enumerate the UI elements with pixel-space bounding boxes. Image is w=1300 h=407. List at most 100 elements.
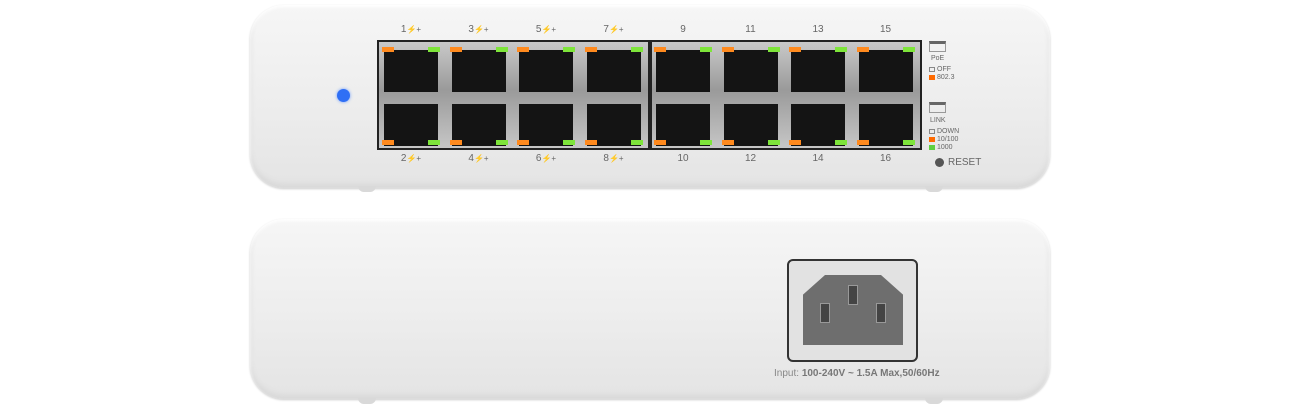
- ethernet-port[interactable]: [382, 47, 440, 92]
- ethernet-port[interactable]: [654, 104, 712, 146]
- port-led-left: [584, 47, 597, 52]
- ethernet-port[interactable]: [584, 47, 643, 92]
- legend-poe-off: OFF: [929, 66, 951, 73]
- ethernet-port[interactable]: [721, 104, 780, 146]
- port-label: 16: [866, 153, 906, 164]
- port-number: 1: [400, 24, 407, 35]
- port-led-right: [835, 47, 847, 52]
- foot: [358, 398, 376, 404]
- iec-c14-socket-icon: [803, 275, 903, 345]
- pin: [820, 303, 830, 323]
- port-led-right: [700, 47, 712, 52]
- port-label: 9: [663, 24, 703, 35]
- port-led-right: [495, 47, 508, 52]
- port-label: 7⚡+: [594, 24, 634, 35]
- port-label: 1⚡+: [391, 24, 431, 35]
- port-led-left: [517, 47, 529, 52]
- status-led: [337, 89, 350, 102]
- port-led-left: [856, 140, 869, 145]
- pin: [876, 303, 886, 323]
- poe-port-icon: [929, 41, 946, 52]
- ethernet-port[interactable]: [584, 104, 643, 146]
- port-number: 11: [745, 24, 756, 35]
- ethernet-port[interactable]: [721, 47, 780, 92]
- port-label: 14: [798, 153, 838, 164]
- port-label: 4⚡+: [459, 153, 499, 164]
- port-led-right: [700, 140, 712, 145]
- port-number: 10: [677, 153, 689, 164]
- ethernet-port[interactable]: [789, 47, 847, 92]
- reset-label: RESET: [948, 157, 982, 168]
- reset-button[interactable]: [935, 158, 944, 167]
- port-label: 8⚡+: [594, 153, 634, 164]
- port-number: 12: [744, 153, 757, 164]
- ethernet-port[interactable]: [856, 104, 915, 146]
- port-led-right: [835, 140, 847, 145]
- port-label: 13: [798, 24, 838, 35]
- port-number: 14: [812, 153, 824, 164]
- port-label: 6⚡+: [526, 153, 566, 164]
- legend-link-down: DOWN: [929, 128, 959, 135]
- poe-icon: ⚡+: [541, 154, 557, 163]
- port-number: 8: [603, 153, 609, 164]
- poe-icon: ⚡+: [608, 154, 624, 163]
- port-number: 15: [879, 24, 892, 35]
- port-led-right: [563, 140, 575, 145]
- port-led-right: [563, 47, 575, 52]
- ethernet-port[interactable]: [449, 47, 508, 92]
- port-number: 4: [468, 153, 474, 164]
- port-label: 11: [731, 24, 771, 35]
- port-label: 5⚡+: [526, 24, 566, 35]
- port-label: 3⚡+: [459, 24, 499, 35]
- port-number: 5: [535, 24, 542, 35]
- port-led-left: [654, 47, 666, 52]
- ethernet-port[interactable]: [449, 104, 508, 146]
- port-led-right: [428, 140, 440, 145]
- port-label: 2⚡+: [391, 153, 431, 164]
- port-led-left: [382, 140, 394, 145]
- pin: [848, 285, 858, 305]
- port-led-right: [902, 140, 915, 145]
- ethernet-port[interactable]: [517, 47, 575, 92]
- port-led-left: [721, 140, 734, 145]
- port-led-left: [584, 140, 597, 145]
- port-led-right: [630, 47, 643, 52]
- foot: [925, 186, 943, 192]
- port-number: 6: [535, 153, 542, 164]
- legend-poe-8023: 802.3: [929, 74, 955, 81]
- port-led-left: [382, 47, 394, 52]
- port-led-left: [856, 47, 869, 52]
- port-label: 10: [663, 153, 703, 164]
- poe-icon: ⚡+: [406, 25, 422, 34]
- ethernet-port[interactable]: [789, 104, 847, 146]
- port-led-left: [789, 47, 801, 52]
- poe-icon: ⚡+: [541, 25, 557, 34]
- foot: [358, 186, 376, 192]
- ethernet-port[interactable]: [654, 47, 712, 92]
- power-inlet[interactable]: [787, 259, 918, 362]
- port-led-left: [789, 140, 801, 145]
- power-input-spec: Input: 100-240V ~ 1.5A Max,50/60Hz: [774, 368, 940, 379]
- legend-link-10-100: 10/100: [929, 136, 958, 143]
- port-led-left: [721, 47, 734, 52]
- port-led-right: [495, 140, 508, 145]
- port-led-left: [449, 140, 462, 145]
- legend-poe-title: PoE: [931, 55, 945, 62]
- poe-icon: ⚡+: [608, 25, 624, 34]
- port-led-right: [902, 47, 915, 52]
- ethernet-port[interactable]: [856, 47, 915, 92]
- port-led-left: [654, 140, 666, 145]
- port-led-right: [630, 140, 643, 145]
- port-number: 7: [603, 24, 609, 35]
- port-label: 15: [866, 24, 906, 35]
- port-number: 16: [879, 153, 892, 164]
- port-number: 9: [680, 24, 686, 35]
- ethernet-port[interactable]: [382, 104, 440, 146]
- port-led-right: [767, 140, 780, 145]
- ethernet-port[interactable]: [517, 104, 575, 146]
- link-port-icon: [929, 102, 946, 113]
- poe-icon: ⚡+: [473, 154, 489, 163]
- legend-link-1000: 1000: [929, 144, 953, 151]
- port-led-right: [767, 47, 780, 52]
- port-number: 2: [400, 153, 407, 164]
